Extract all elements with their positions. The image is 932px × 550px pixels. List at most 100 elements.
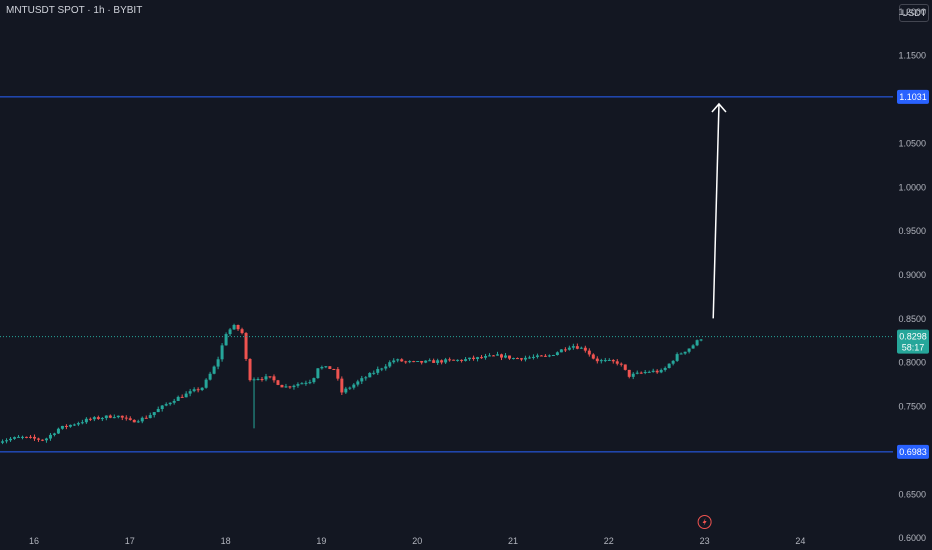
candle-up: [200, 387, 204, 391]
price-tick-label: 1.2000: [898, 7, 926, 17]
candle-down: [120, 415, 124, 418]
candle-up: [21, 436, 25, 438]
candle-down: [519, 358, 523, 360]
candle-up: [220, 345, 224, 360]
candle-down: [28, 436, 32, 438]
candle-down: [611, 359, 615, 362]
candle-up: [667, 363, 671, 368]
candle-down: [583, 347, 587, 351]
candle-up: [551, 355, 555, 357]
candle-down: [563, 349, 567, 351]
candle-down: [515, 358, 519, 360]
candle-up: [300, 383, 304, 385]
candle-up: [651, 370, 655, 372]
price-axis[interactable]: 1.2000 1.1500 1.0500 1.0000 0.9500 0.9000 0.85…: [898, 7, 926, 543]
candle-up: [691, 345, 695, 349]
candle-up: [264, 376, 268, 380]
candle-up: [567, 347, 571, 350]
candle-up: [5, 440, 9, 442]
candle-up: [60, 425, 64, 429]
candle-up: [76, 423, 80, 425]
candle-down: [627, 369, 631, 377]
candle-up: [476, 357, 480, 359]
candle-down: [144, 417, 148, 419]
candle-up: [523, 357, 527, 360]
candle-down: [412, 361, 416, 363]
price-tick-label: 1.1500: [898, 51, 926, 61]
lightning-icon[interactable]: [697, 515, 712, 529]
candle-up: [631, 373, 635, 377]
price-tick-label: 0.7500: [898, 402, 926, 412]
candle-up: [368, 373, 372, 378]
candle-up: [252, 379, 256, 381]
candle-down: [595, 358, 599, 362]
candle-down: [400, 359, 404, 362]
candle-down: [280, 384, 284, 388]
candle-down: [24, 436, 28, 438]
candle-up: [116, 415, 120, 418]
time-tick-label: 23: [700, 536, 710, 546]
candle-up: [695, 340, 699, 346]
chart-title: MNTUSDT SPOT · 1h · BYBIT: [6, 5, 143, 16]
time-axis[interactable]: 16 17 18 19 20 21 22 23 24: [29, 536, 805, 546]
candle-up: [152, 412, 156, 416]
candle-down: [128, 418, 132, 420]
candle-up: [184, 393, 188, 398]
candle-up: [416, 360, 420, 362]
candle-up: [308, 382, 312, 384]
candle-up: [424, 360, 428, 363]
candle-up: [80, 422, 84, 424]
candle-up: [468, 357, 472, 360]
candle-down: [276, 380, 280, 385]
candle-up: [531, 356, 535, 358]
candle-up: [208, 373, 212, 380]
candle-up: [559, 349, 563, 353]
candle-up: [17, 436, 21, 438]
price-tick-label: 0.8500: [898, 314, 926, 324]
candle-down: [507, 355, 511, 359]
candle-up: [635, 372, 639, 374]
candle-up: [571, 346, 575, 348]
candle-up: [679, 353, 683, 355]
candle-up: [599, 360, 603, 362]
candle-down: [236, 324, 240, 330]
currency-unit-button[interactable]: USDT: [899, 4, 929, 22]
candle-down: [268, 376, 272, 378]
candle-up: [436, 360, 440, 363]
candle-up: [464, 359, 468, 361]
candle-up: [547, 355, 551, 357]
candle-up: [1, 441, 5, 443]
candle-up: [13, 437, 17, 439]
lightning-icon-ring: [697, 515, 712, 529]
candle-down: [480, 357, 484, 359]
candle-up: [100, 418, 104, 420]
candle-up: [312, 378, 316, 383]
candle-down: [591, 354, 595, 359]
candle-up: [168, 402, 172, 405]
candle-up: [304, 382, 308, 384]
candle-down: [575, 346, 579, 349]
candle-up: [388, 362, 392, 367]
candle-up: [140, 417, 144, 422]
candle-up: [408, 361, 412, 363]
candle-up: [48, 434, 52, 439]
candle-up: [228, 329, 232, 335]
time-tick-label: 24: [795, 536, 805, 546]
horizontal-levels: [0, 96, 893, 453]
candle-up: [72, 424, 76, 426]
candle-down: [332, 369, 336, 371]
candle-up: [216, 359, 220, 367]
candle-down: [340, 378, 344, 393]
candle-up: [444, 359, 448, 363]
candle-up: [296, 384, 300, 386]
time-tick-label: 21: [508, 536, 518, 546]
candle-down: [543, 355, 547, 357]
candle-up: [535, 355, 539, 357]
candle-up: [663, 367, 667, 370]
candle-up: [579, 347, 583, 349]
candle-down: [448, 359, 452, 361]
candle-up: [488, 355, 492, 357]
time-tick-label: 17: [125, 536, 135, 546]
candle-down: [452, 359, 456, 361]
